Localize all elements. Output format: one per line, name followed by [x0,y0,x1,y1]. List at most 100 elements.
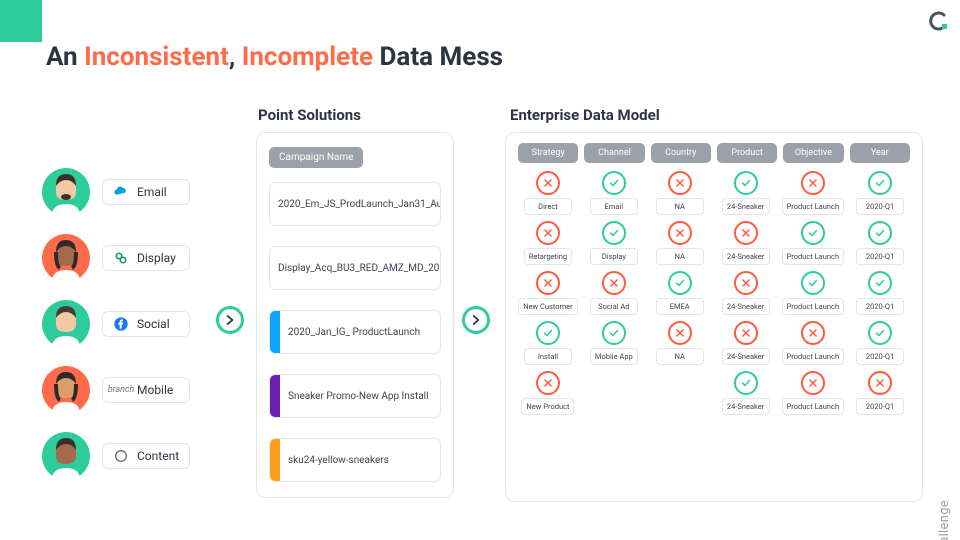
channel-label: Social [137,317,170,331]
channel-chip: branchMobile [102,377,190,403]
page-title: An Inconsistent, Incomplete Data Mess [46,42,503,72]
check-icon [602,171,626,195]
title-h2: Incomplete [242,42,373,72]
edm-value-pill: NA [656,248,704,265]
edm-value-pill: 24-Sneaker [722,198,770,215]
x-icon [536,171,560,195]
edm-cell: Product Launch [782,171,845,215]
edm-row: RetargetingDisplayNA24-SneakerProduct La… [518,221,910,265]
edm-value-pill: NA [656,198,704,215]
edm-cell: 24-Sneaker [716,321,776,365]
edm-value-pill: 24-Sneaker [722,348,770,365]
channel-row: Social [42,300,190,348]
edm-cell: Social Ad [584,271,644,315]
edm-cell: Email [584,171,644,215]
edm-cell: Retargeting [518,221,578,265]
point-solutions-panel: Campaign Name 2020_Em_JS_ProdLaunch_Jan3… [256,132,454,498]
edm-value-pill: Product Launch [782,198,845,215]
avatar [42,366,90,414]
x-icon [734,221,758,245]
edm-column-header: Channel [584,143,644,163]
check-icon [801,221,825,245]
avatar [42,300,90,348]
ps-color-bar [270,439,280,481]
x-icon [801,371,825,395]
check-icon [602,221,626,245]
channel-label: Email [137,185,167,199]
title-mid: , [229,42,242,72]
edm-value-pill: Product Launch [782,398,845,415]
x-icon [734,321,758,345]
edm-cell: Display [584,221,644,265]
edm-cell: EMEA [650,271,710,315]
edm-cell: - [584,371,644,415]
edm-value-pill: Display [590,248,638,265]
circle-icon [113,448,129,464]
edm-cell: New Customer [518,271,578,315]
edm-value-pill: Social Ad [590,298,638,315]
ps-header: Campaign Name [269,147,363,168]
edm-value-pill: 2020-Q1 [856,198,904,215]
check-icon [734,371,758,395]
channel-label: Display [137,251,176,265]
check-icon [602,321,626,345]
logo [928,10,950,37]
edm-value-pill: EMEA [656,298,704,315]
check-icon [868,221,892,245]
edm-panel: StrategyChannelCountryProductObjectiveYe… [505,132,923,502]
edm-value-pill: 24-Sneaker [722,398,770,415]
edm-value-pill: Retargeting [524,248,572,265]
ps-row: sku24-yellow-sneakers [269,438,441,482]
x-icon [536,221,560,245]
channel-label: Content [137,449,179,463]
edm-cell: Direct [518,171,578,215]
fb-icon [113,316,129,332]
x-icon [536,271,560,295]
campaign-name: sku24-yellow-sneakers [280,439,397,481]
edm-cell: Mobile App [584,321,644,365]
channel-row: Display [42,234,190,282]
ps-row: 2020_Jan_IG_ ProductLaunch [269,310,441,354]
check-icon [536,321,560,345]
edm-value-pill: Direct [524,198,572,215]
link-icon [113,250,129,266]
edm-cell: Product Launch [782,321,845,365]
channel-chip: Email [102,179,190,205]
edm-cell: 2020-Q1 [850,371,910,415]
edm-cell: 24-Sneaker [716,271,776,315]
check-icon [868,321,892,345]
channel-chip: Display [102,245,190,271]
edm-value-pill: New Customer [518,298,577,315]
check-icon [801,271,825,295]
edm-row: InstallMobile AppNA24-SneakerProduct Lau… [518,321,910,365]
ps-color-bar [270,375,280,417]
edm-row: New Customer Social Ad EMEA 24-Sneaker Produ… [518,271,910,315]
edm-cell: - [650,371,710,415]
campaign-name: 2020_Jan_IG_ ProductLaunch [280,311,428,353]
edm-value-pill: 2020-Q1 [856,398,904,415]
edm-column-header: Country [651,143,711,163]
side-label: The Marketer's Challenge [937,500,952,540]
x-icon [668,221,692,245]
ps-row: 2020_Em_JS_ProdLaunch_Jan31_Audience1 [269,182,441,226]
title-h1: Inconsistent [84,42,229,72]
edm-value-pill: Product Launch [782,248,845,265]
edm-value-pill: Product Launch [782,298,845,315]
arrow-icon [462,306,490,334]
check-icon [868,171,892,195]
accent-corner [0,0,42,42]
edm-value-pill: 2020-Q1 [856,298,904,315]
edm-column-header: Product [717,143,777,163]
cloud-icon [113,184,129,200]
edm-cell: 24-Sneaker [716,171,776,215]
edm-cell: New Product [518,371,578,415]
avatar [42,234,90,282]
channel-chip: Social [102,311,190,337]
ps-row: Display_Acq_BU3_RED_AMZ_MD_2020_SiteVisi… [269,246,441,290]
x-icon [868,371,892,395]
x-icon [801,171,825,195]
edm-value-pill: New Product [521,398,574,415]
channels-column: Email Display Social branchMobile Content [42,168,190,480]
edm-cell: 2020-Q1 [850,171,910,215]
point-solutions-title: Point Solutions [258,106,361,124]
